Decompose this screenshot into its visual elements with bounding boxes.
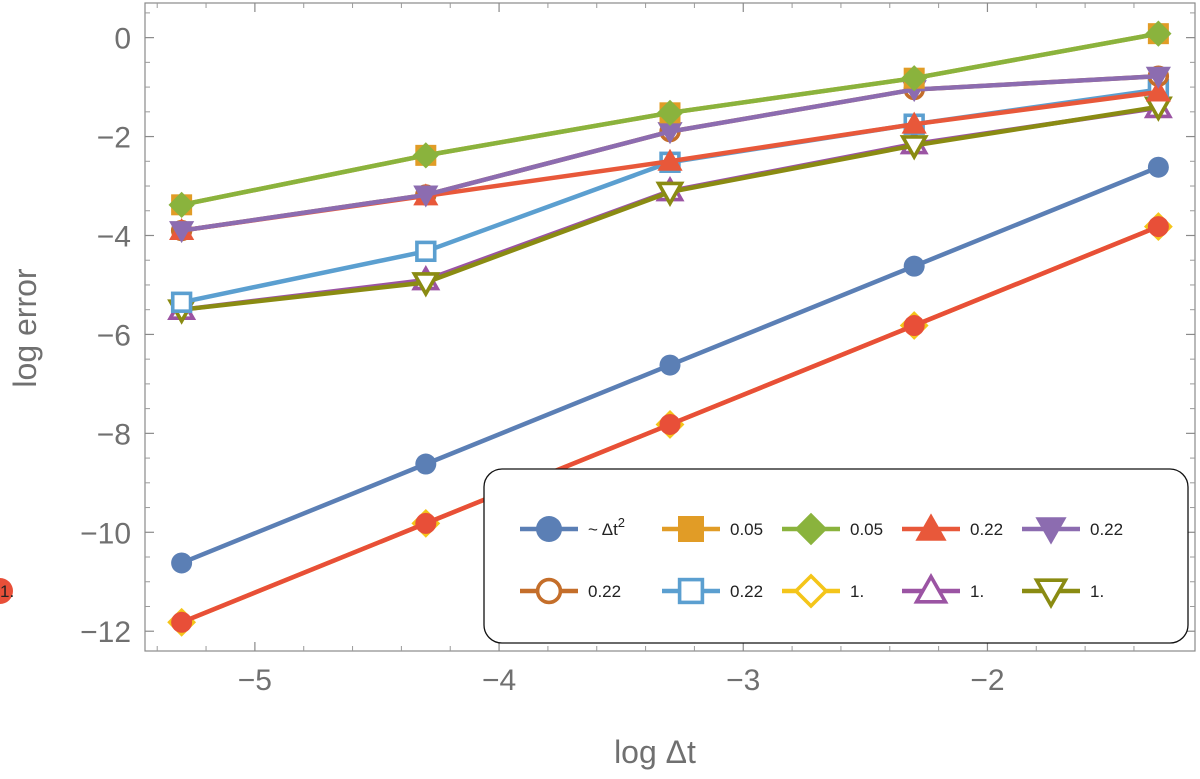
y-axis-title: log error xyxy=(7,268,43,388)
legend-items: ~ Δt2 0.05 0.05 0.22 0.22 0.22 0.22 1. 1. 1. 1. xyxy=(0,512,1123,610)
legend-label-text: 1. xyxy=(970,582,984,601)
legend-label-text: 1. xyxy=(0,582,14,601)
y-tick-label: −8 xyxy=(97,418,131,451)
legend-label: 1. xyxy=(850,582,864,601)
x-tick-label: −3 xyxy=(726,664,760,697)
legend-label: ~ Δt2 xyxy=(588,515,625,539)
data-point xyxy=(1147,216,1169,238)
legend-label-superscript: 2 xyxy=(618,515,625,530)
y-tick-label: 0 xyxy=(114,23,131,56)
legend-label-text: 0.22 xyxy=(1090,520,1123,539)
series-0 xyxy=(171,156,1169,574)
legend-label-text: ~ Δt xyxy=(588,520,618,539)
data-point xyxy=(171,611,193,633)
y-tick-label: −6 xyxy=(97,319,131,352)
data-point xyxy=(1145,20,1172,47)
data-point xyxy=(656,99,684,126)
legend-marker xyxy=(536,516,562,542)
legend-label: 1. xyxy=(970,582,984,601)
data-point xyxy=(169,221,195,244)
data-point xyxy=(413,185,439,208)
data-point xyxy=(901,111,927,134)
axis-ticks xyxy=(145,3,1195,651)
legend-label-text: 0.22 xyxy=(588,582,621,601)
legend-label: 0.22 xyxy=(730,582,763,601)
legend-label-text: 0.22 xyxy=(730,582,763,601)
legend-box xyxy=(483,468,1189,644)
data-point xyxy=(412,142,439,169)
data-point xyxy=(171,552,193,574)
x-tick-label: −5 xyxy=(238,664,272,697)
data-point xyxy=(659,413,681,435)
x-tick-label: −4 xyxy=(482,664,516,697)
legend-label-text: 0.22 xyxy=(970,520,1003,539)
data-point xyxy=(901,65,928,92)
data-point xyxy=(170,291,193,313)
data-point xyxy=(1147,156,1169,178)
y-tick-label: −2 xyxy=(97,122,131,155)
series-10 xyxy=(171,216,1169,633)
data-point xyxy=(415,453,437,475)
y-tick-label: −4 xyxy=(97,220,131,253)
legend-entry: 0.05 xyxy=(782,512,883,546)
legend-marker xyxy=(913,572,949,604)
legend-label-text: 1. xyxy=(1090,582,1104,601)
data-point xyxy=(1145,79,1171,102)
y-tick-label: −10 xyxy=(80,517,131,550)
legend-entry: 1. xyxy=(902,572,984,604)
legend-entry: ~ Δt2 xyxy=(520,515,625,542)
legend-marker xyxy=(1033,578,1069,610)
legend-entry: 0.22 xyxy=(520,577,621,605)
legend-marker xyxy=(793,573,829,609)
legend-marker xyxy=(794,512,828,546)
legend-label-text: 0.05 xyxy=(730,520,763,539)
legend-marker xyxy=(0,578,13,604)
axis-tick-labels: −5 −4 −3 −2 0 −2 −4 −6 −8 −10 −12 xyxy=(80,23,1004,697)
x-axis-title: log Δt xyxy=(614,734,696,770)
legend-label: 1. xyxy=(1090,582,1104,601)
data-point xyxy=(899,135,929,161)
legend-entry: 1. xyxy=(1022,578,1104,610)
legend-label: 0.05 xyxy=(730,520,763,539)
series-layer xyxy=(167,20,1173,637)
legend-marker xyxy=(677,577,705,605)
legend-label: 0.22 xyxy=(970,520,1003,539)
legend-label-text: 0.05 xyxy=(850,520,883,539)
legend-entry: 1. xyxy=(782,573,864,609)
x-tick-label: −2 xyxy=(970,664,1004,697)
data-point xyxy=(657,148,683,171)
plot-frame xyxy=(144,2,1196,652)
data-point xyxy=(1145,66,1171,89)
legend-label: 1. xyxy=(0,582,14,601)
data-point xyxy=(657,122,683,145)
data-point xyxy=(903,255,925,277)
legend-entry: 0.05 xyxy=(662,516,763,542)
legend-entry: 0.22 xyxy=(902,513,1003,541)
data-point xyxy=(655,181,685,207)
legend-marker xyxy=(678,516,704,542)
legend-entry: 0.22 xyxy=(1022,517,1123,545)
legend-entry: 0.22 xyxy=(662,577,763,605)
legend: ~ Δt2 0.05 0.05 0.22 0.22 0.22 0.22 1. 1. 1. 1. xyxy=(0,468,1189,644)
data-point xyxy=(415,512,437,534)
legend-marker xyxy=(915,513,947,541)
legend-marker xyxy=(1035,517,1067,545)
data-point xyxy=(659,354,681,376)
data-point xyxy=(903,315,925,337)
y-tick-label: −12 xyxy=(80,616,131,649)
legend-label: 0.22 xyxy=(1090,520,1123,539)
legend-entry: 1. xyxy=(0,578,14,604)
legend-label-text: 1. xyxy=(850,582,864,601)
legend-label: 0.05 xyxy=(850,520,883,539)
legend-marker xyxy=(535,577,563,605)
legend-label: 0.22 xyxy=(588,582,621,601)
data-point xyxy=(168,191,195,218)
data-point xyxy=(411,272,441,298)
series-2 xyxy=(168,20,1172,218)
data-point xyxy=(415,240,437,263)
